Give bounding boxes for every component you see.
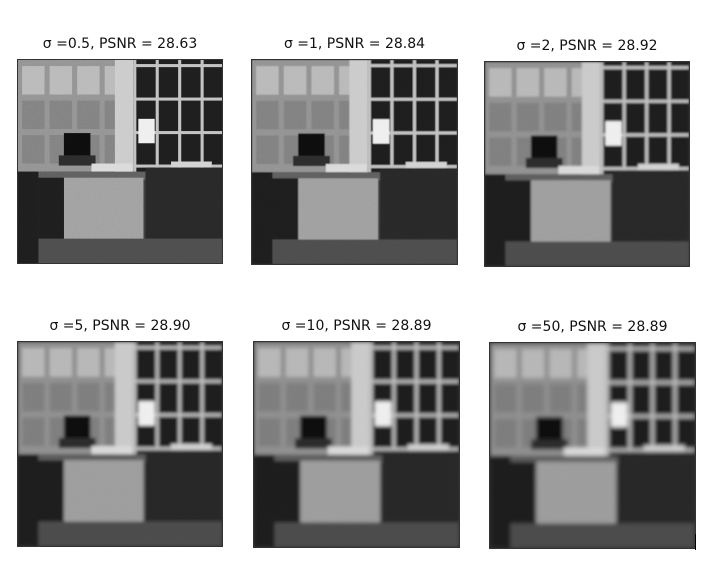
panel-1: σ =0.5, PSNR = 28.63: [17, 36, 223, 264]
panel-title: σ =0.5, PSNR = 28.63: [42, 36, 198, 52]
office-photo: [489, 342, 696, 549]
office-photo: [484, 61, 690, 267]
panel-3: σ =2, PSNR = 28.92: [484, 38, 690, 267]
panel-title: σ =1, PSNR = 28.84: [283, 36, 426, 52]
panel-6: σ =50, PSNR = 28.89: [489, 319, 696, 549]
office-photo: [17, 341, 223, 547]
office-photo: [253, 341, 460, 548]
panel-title: σ =10, PSNR = 28.89: [281, 318, 432, 334]
panel-4: σ =5, PSNR = 28.90: [17, 318, 223, 547]
office-photo: [17, 59, 223, 264]
text-cursor: [695, 534, 696, 550]
panel-title: σ =50, PSNR = 28.89: [517, 319, 668, 335]
panel-title: σ =5, PSNR = 28.90: [49, 318, 191, 334]
panel-title: σ =2, PSNR = 28.92: [516, 38, 658, 54]
panel-2: σ =1, PSNR = 28.84: [251, 36, 458, 265]
panel-5: σ =10, PSNR = 28.89: [253, 318, 460, 548]
office-photo: [251, 59, 458, 265]
